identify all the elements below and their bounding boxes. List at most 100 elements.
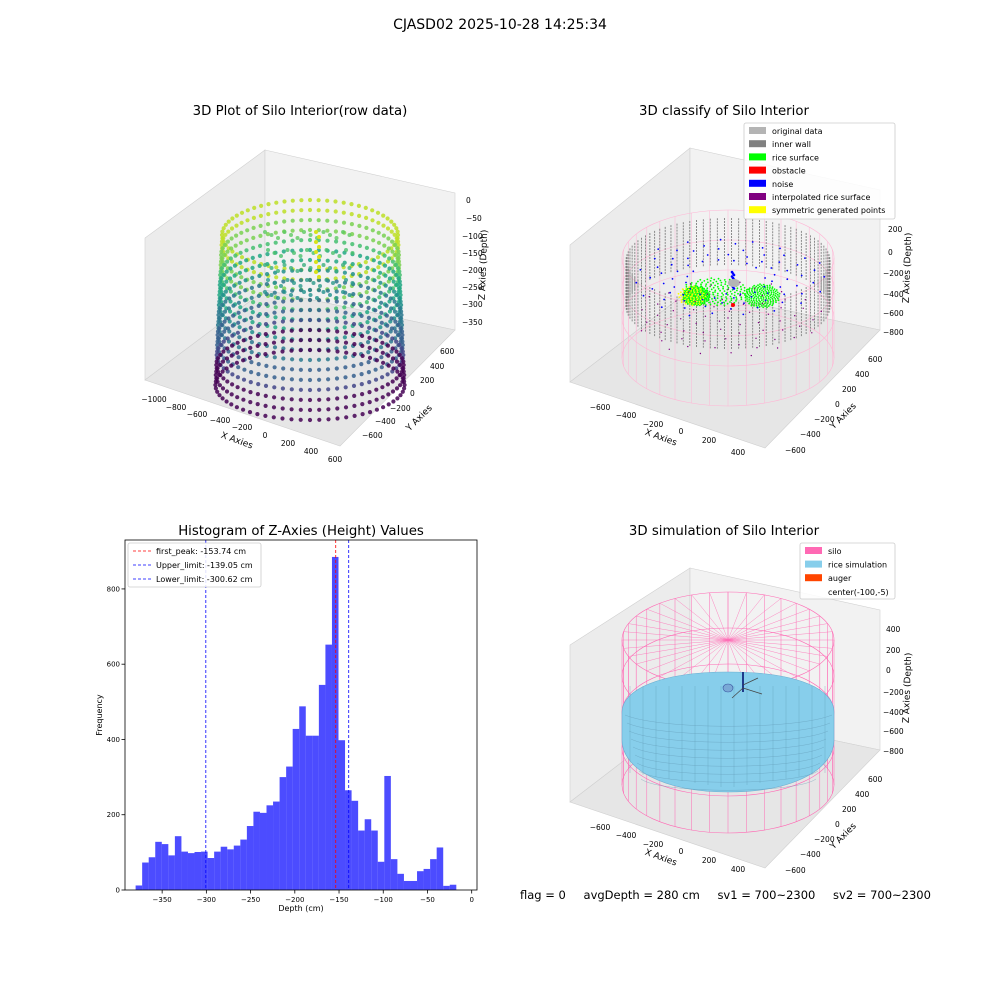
histogram-bar <box>384 775 391 890</box>
rice-surface-point <box>747 293 750 296</box>
svg-text:400: 400 <box>886 625 901 634</box>
noise-point <box>719 238 722 241</box>
raw-point <box>333 199 338 204</box>
rice-surface-point <box>689 293 692 296</box>
raw-point <box>344 415 349 420</box>
raw-point <box>289 417 294 422</box>
raw-point <box>223 232 228 237</box>
raw-point <box>360 353 365 358</box>
histogram-xticks: −350 −300 −250 −200 −150 −100 −50 0 <box>153 890 474 904</box>
rice-surface-point <box>714 291 716 293</box>
raw-point <box>298 318 303 323</box>
raw-point <box>272 310 277 315</box>
raw-point <box>372 278 377 283</box>
noise-point <box>819 290 822 293</box>
raw-point <box>373 318 378 323</box>
raw-point <box>271 340 277 345</box>
raw-point <box>215 332 220 338</box>
raw-point <box>392 289 397 294</box>
interpolated-point <box>761 294 764 297</box>
histogram-bar <box>423 868 431 890</box>
rice-surface-point <box>697 280 699 283</box>
raw-point <box>316 288 322 293</box>
raw-point <box>343 385 348 390</box>
raw-point <box>290 258 295 263</box>
raw-point <box>299 258 304 263</box>
raw-point <box>365 310 370 315</box>
rice-surface-point <box>777 299 780 302</box>
raw-point <box>326 377 331 382</box>
raw-point <box>239 230 244 235</box>
classify-points <box>625 218 831 357</box>
raw-point <box>280 349 285 354</box>
raw-point <box>370 228 375 233</box>
sim-wire-spoke <box>636 639 729 665</box>
rice-surface-point <box>749 295 751 297</box>
noise-point <box>657 248 660 251</box>
raw-point <box>376 240 382 245</box>
rice-surface-point <box>755 299 758 301</box>
histogram-xtick-label: −200 <box>285 896 304 904</box>
raw-point <box>281 259 286 264</box>
rice-surface-point <box>740 298 743 301</box>
raw-point <box>364 290 369 295</box>
raw-point <box>317 417 322 422</box>
raw-point <box>378 335 383 340</box>
interpolated-point <box>687 345 689 348</box>
rice-surface-point <box>714 299 717 301</box>
noise-point <box>796 284 798 287</box>
raw-point <box>366 360 371 365</box>
rice-surface-point <box>766 302 769 305</box>
symmetric-point <box>690 300 693 303</box>
raw-point <box>333 219 338 224</box>
raw-point <box>394 226 399 231</box>
noise-point <box>688 314 691 317</box>
raw-point <box>280 386 285 391</box>
noise-point <box>660 272 663 275</box>
noise-point <box>662 282 665 285</box>
interpolated-point <box>660 331 662 333</box>
rice-surface-point <box>772 289 775 292</box>
symmetric-point <box>691 295 693 297</box>
raw-point <box>229 246 234 251</box>
classify-xtick-labels: −600 −400 −200 0 200 400 <box>590 403 746 457</box>
obstacle-point <box>731 303 735 307</box>
histogram-bar <box>286 766 293 890</box>
raw-point <box>229 402 234 407</box>
noise-point <box>761 260 763 263</box>
rice-surface-point <box>694 298 697 301</box>
legend-label: rice surface <box>772 153 819 162</box>
rice-surface-point <box>769 300 772 303</box>
raw-point <box>235 375 240 380</box>
sim-wire-spoke <box>727 631 833 641</box>
noise-point <box>813 269 816 272</box>
raw-point <box>215 322 221 328</box>
raw-point <box>386 392 391 397</box>
raw-point <box>292 281 296 285</box>
sim-auger <box>722 672 763 699</box>
raw-point <box>392 309 398 314</box>
raw-point <box>289 348 294 353</box>
raw-point <box>349 212 354 217</box>
noise-point <box>739 293 742 296</box>
sim-wire-spoke <box>727 594 765 641</box>
interpolated-point <box>661 340 663 342</box>
rice-surface-point <box>751 289 753 292</box>
raw-point <box>226 316 231 321</box>
histogram-vlines <box>205 540 350 890</box>
noise-point <box>635 281 638 284</box>
raw-point <box>314 260 318 264</box>
rice-surface-point <box>751 287 753 290</box>
raw-point <box>352 342 357 347</box>
raw-point <box>272 355 277 360</box>
rice-surface-point <box>768 288 771 290</box>
raw-point <box>289 397 294 402</box>
raw-point <box>290 228 295 233</box>
raw-point <box>241 387 246 392</box>
raw-point <box>289 233 293 237</box>
symmetric-point <box>693 289 695 291</box>
raw-point <box>272 345 278 350</box>
raw-point <box>215 366 220 371</box>
raw-point <box>316 218 321 223</box>
